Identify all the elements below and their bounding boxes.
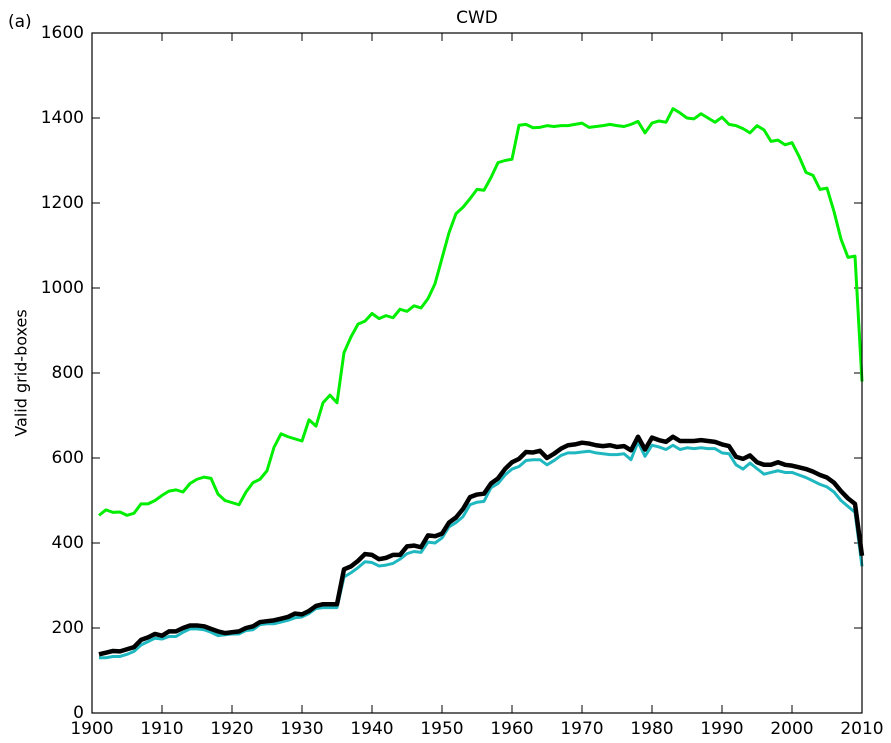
x-tick-label: 1950 — [420, 719, 463, 739]
plot-frame — [91, 32, 863, 714]
y-tick-label: 1000 — [41, 278, 84, 298]
y-tick-label: 200 — [52, 618, 84, 638]
y-tick-label: 600 — [52, 448, 84, 468]
x-tick-label: 2000 — [770, 719, 813, 739]
data-line — [98, 107, 864, 517]
x-tick-label: 1920 — [210, 719, 253, 739]
y-axis-label: Valid grid-boxes — [12, 309, 31, 436]
x-tick-label: 2010 — [840, 719, 883, 739]
y-tick-label: 1200 — [41, 193, 84, 213]
y-tick-label: 400 — [52, 533, 84, 553]
y-tick-label: 1400 — [41, 108, 84, 128]
x-tick-label: 1900 — [70, 719, 113, 739]
y-tick-label: 0 — [73, 703, 84, 723]
data-line — [99, 440, 864, 660]
chart-title: CWD — [456, 8, 498, 28]
x-tick-label: 1930 — [280, 719, 323, 739]
y-tick-label: 800 — [52, 363, 84, 383]
x-tick-label: 1910 — [140, 719, 183, 739]
data-line — [98, 434, 865, 657]
x-tick-label: 1990 — [700, 719, 743, 739]
panel-label: (a) — [8, 12, 32, 32]
x-tick-label: 1960 — [490, 719, 533, 739]
y-tick-label: 1600 — [41, 23, 84, 43]
x-tick-label: 1940 — [350, 719, 393, 739]
x-tick-label: 1970 — [560, 719, 603, 739]
x-tick-label: 1980 — [630, 719, 673, 739]
